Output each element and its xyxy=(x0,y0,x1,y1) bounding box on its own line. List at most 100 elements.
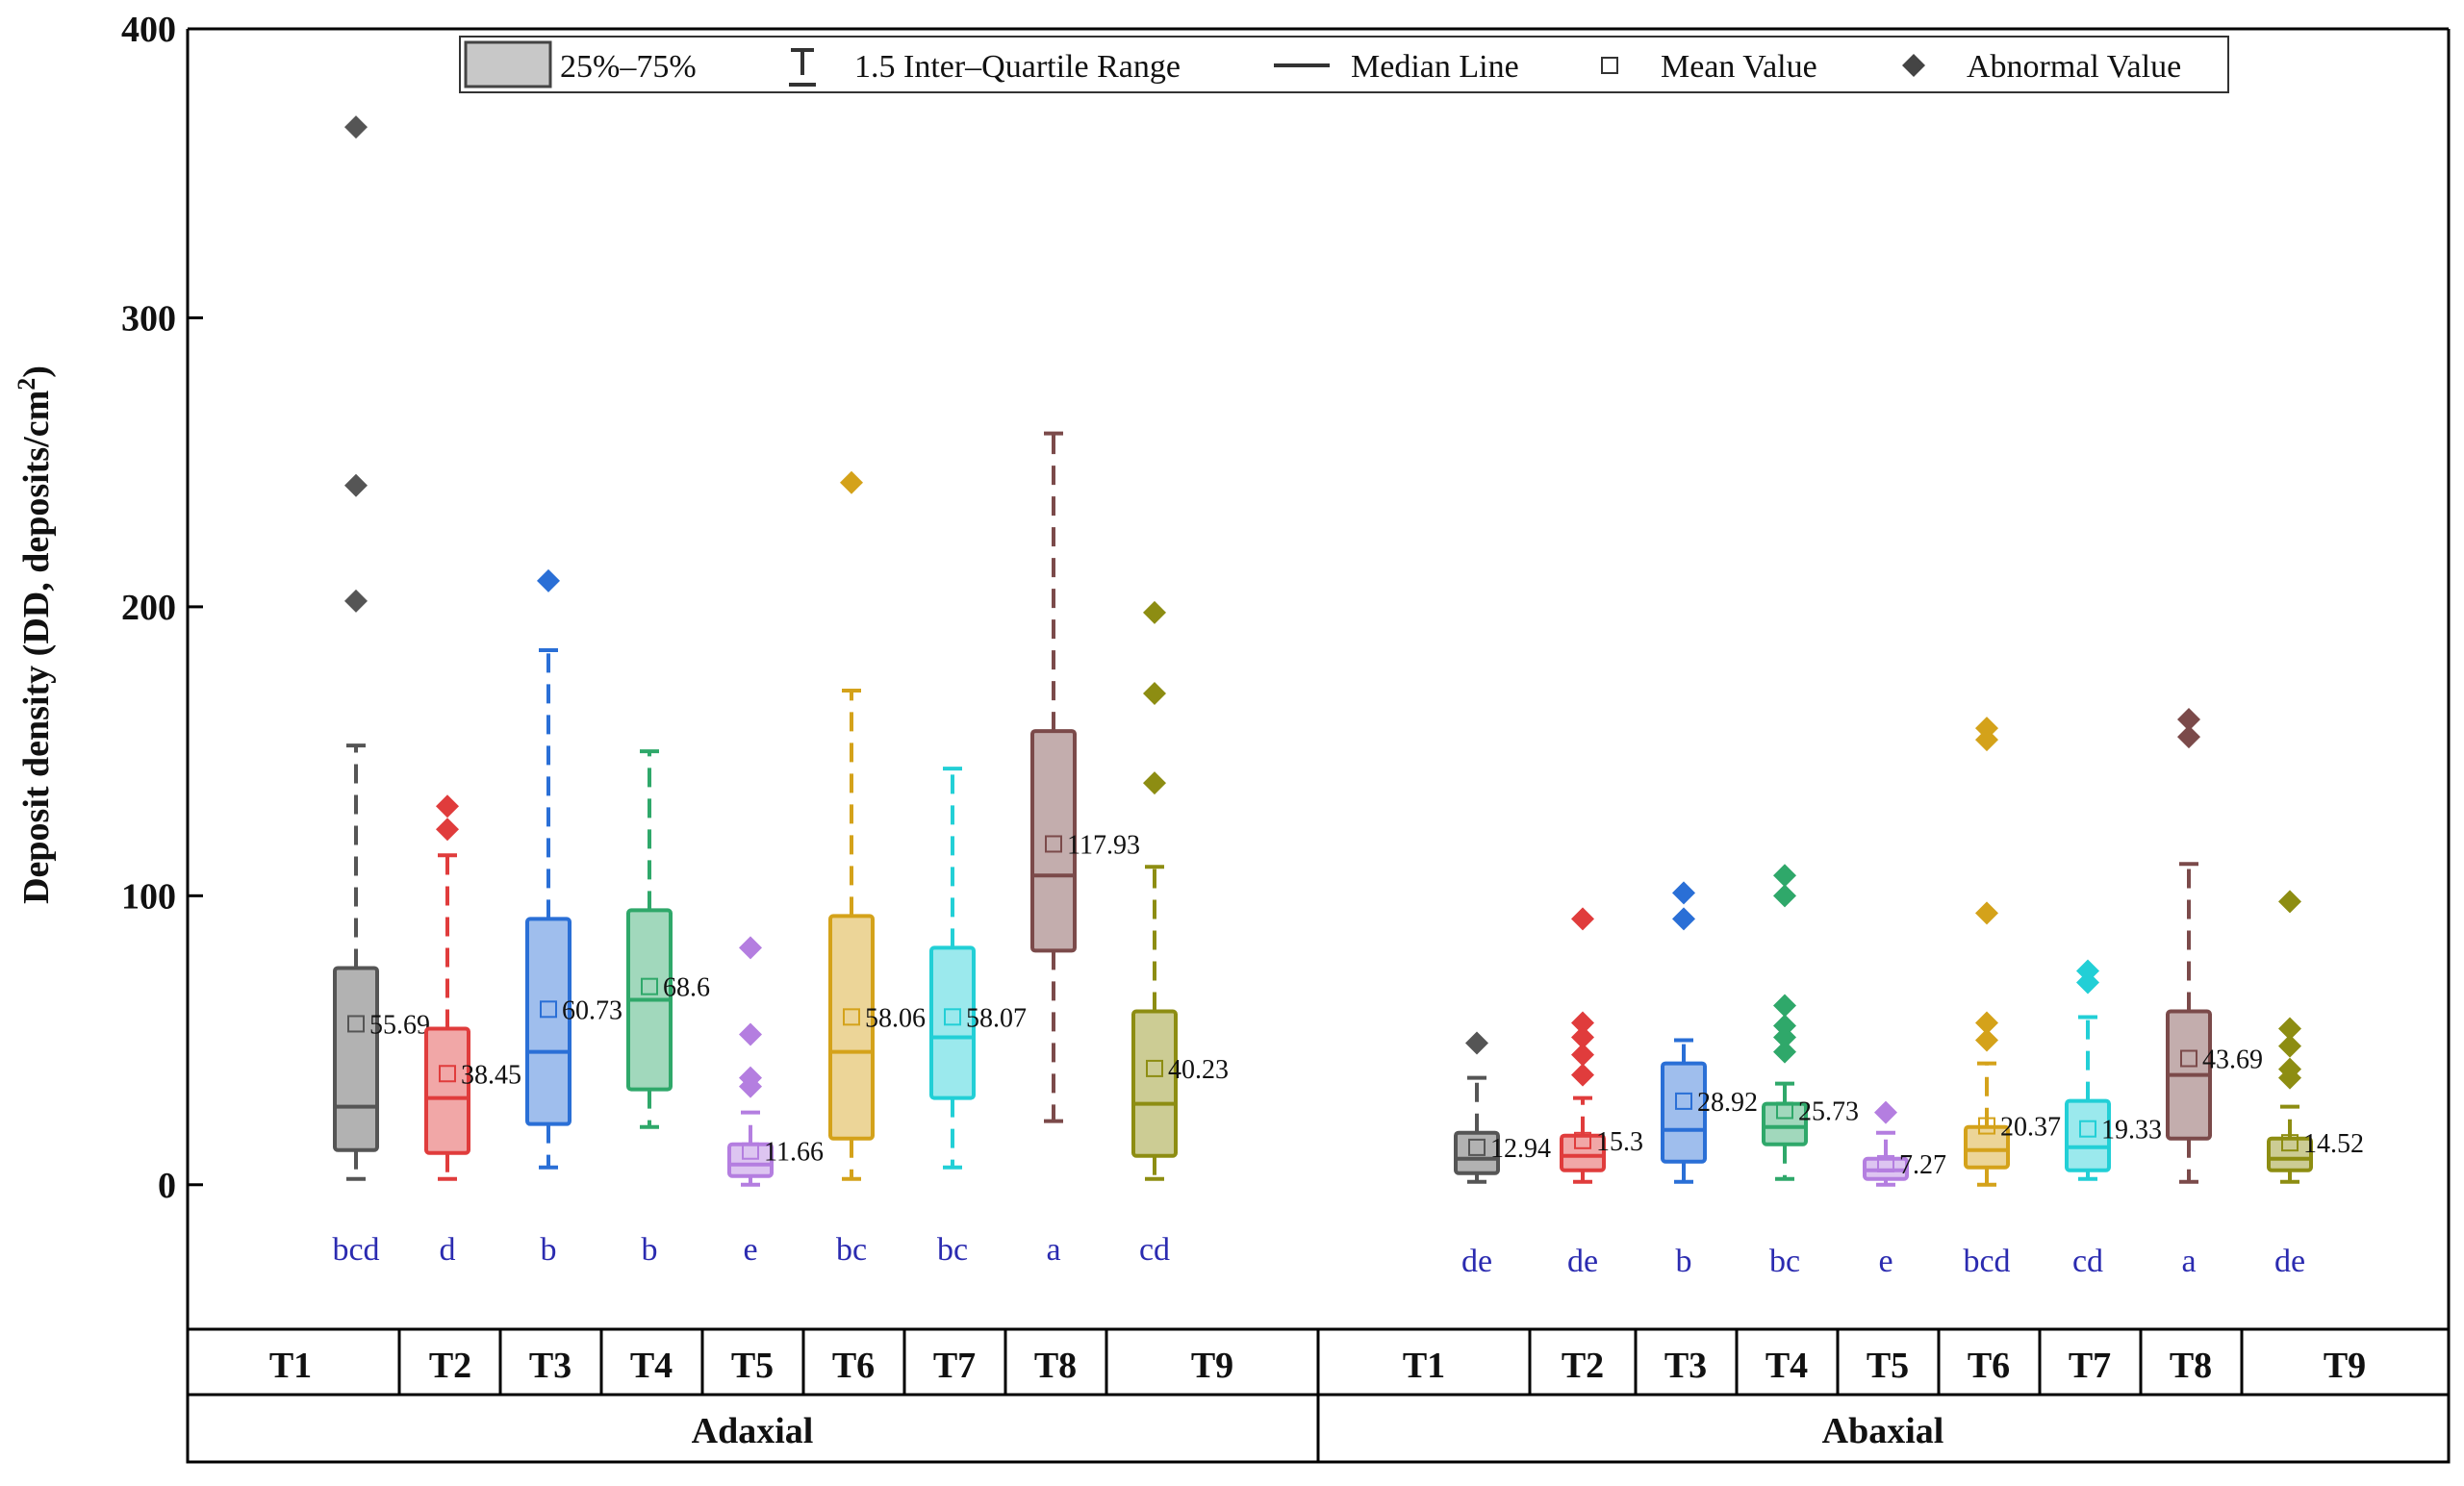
box-abaxial-t6 xyxy=(1964,1124,2010,1170)
legend: 25%–75% 1.5 Inter–Quartile Range Median … xyxy=(459,36,2229,93)
mean-label-abaxial-t5: 7.27 xyxy=(1899,1150,1946,1180)
significance-letter-adaxial-t1: bcd xyxy=(332,1232,379,1268)
mean-label-adaxial-t3: 60.73 xyxy=(562,995,622,1025)
outlier-abaxial-t1 xyxy=(1465,1031,1488,1055)
significance-letter-adaxial-t5: e xyxy=(743,1232,757,1268)
legend-frame xyxy=(459,36,2229,93)
legend-label-iqr: 1.5 Inter–Quartile Range xyxy=(854,49,1181,85)
outlier-abaxial-t6 xyxy=(1975,901,1998,925)
mean-label-adaxial-t1: 55.69 xyxy=(369,1010,430,1040)
group-label-abaxial-t1: T1 xyxy=(1403,1346,1445,1386)
legend-box-swatch xyxy=(464,40,552,88)
outlier-abaxial-t3 xyxy=(1672,907,1695,931)
outlier-abaxial-t4 xyxy=(1773,994,1796,1018)
outlier-abaxial-t2 xyxy=(1571,1011,1594,1035)
outlier-adaxial-t1 xyxy=(344,589,368,613)
box-adaxial-t1 xyxy=(333,966,379,1152)
significance-letter-adaxial-t7: bc xyxy=(937,1232,968,1268)
group-label-adaxial-t9: T9 xyxy=(1191,1346,1233,1386)
mean-label-adaxial-t4: 68.6 xyxy=(663,973,710,1003)
y-tick-label: 100 xyxy=(121,876,176,917)
legend-label-quartile: 25%–75% xyxy=(560,49,697,85)
box-adaxial-t7 xyxy=(929,945,976,1100)
mean-label-adaxial-t6: 58.06 xyxy=(865,1003,926,1033)
section-label-adaxial: Adaxial xyxy=(692,1411,814,1451)
outlier-adaxial-t9 xyxy=(1143,682,1166,706)
box-adaxial-t2 xyxy=(424,1026,470,1155)
outlier-abaxial-t2 xyxy=(1571,907,1594,931)
mean-label-adaxial-t8: 117.93 xyxy=(1067,830,1140,860)
group-label-abaxial-t7: T7 xyxy=(2069,1346,2111,1386)
outlier-abaxial-t2 xyxy=(1571,1063,1594,1087)
outlier-adaxial-t9 xyxy=(1143,771,1166,795)
outlier-abaxial-t9 xyxy=(2278,1034,2301,1058)
outlier-adaxial-t1 xyxy=(344,473,368,497)
significance-letter-abaxial-t9: de xyxy=(2274,1244,2305,1279)
group-label-adaxial-t2: T2 xyxy=(429,1346,471,1386)
outlier-abaxial-t8 xyxy=(2177,708,2200,732)
outlier-adaxial-t2 xyxy=(436,818,459,842)
significance-letter-abaxial-t3: b xyxy=(1676,1244,1692,1279)
mean-marker-abaxial-t1 xyxy=(1468,1138,1486,1156)
outlier-adaxial-t2 xyxy=(436,794,459,819)
box-abaxial-t2 xyxy=(1560,1133,1606,1172)
outlier-adaxial-t5 xyxy=(739,1022,762,1046)
box-abaxial-t9 xyxy=(2267,1136,2313,1172)
outlier-abaxial-t4 xyxy=(1773,1014,1796,1038)
y-tick-label: 400 xyxy=(121,10,176,50)
mean-label-abaxial-t4: 25.73 xyxy=(1798,1096,1859,1126)
box-adaxial-t3 xyxy=(525,917,572,1126)
significance-letter-abaxial-t2: de xyxy=(1567,1244,1598,1279)
outlier-abaxial-t4 xyxy=(1773,1025,1796,1049)
outlier-adaxial-t6 xyxy=(840,470,863,494)
box-abaxial-t3 xyxy=(1661,1061,1707,1164)
mean-marker-adaxial-t9 xyxy=(1146,1059,1163,1077)
mean-label-adaxial-t5: 11.66 xyxy=(764,1138,824,1168)
mean-label-abaxial-t2: 15.3 xyxy=(1596,1127,1643,1157)
group-label-adaxial-t7: T7 xyxy=(933,1346,976,1386)
legend-whisker-icon xyxy=(789,48,816,87)
outlier-abaxial-t9 xyxy=(2278,890,2301,914)
box-adaxial-t8 xyxy=(1030,729,1077,953)
mean-marker-abaxial-t6 xyxy=(1978,1117,1995,1135)
legend-label-outlier: Abnormal Value xyxy=(1967,49,2181,85)
outlier-adaxial-t1 xyxy=(344,115,368,139)
mean-label-adaxial-t7: 58.07 xyxy=(966,1003,1027,1033)
significance-letter-adaxial-t3: b xyxy=(541,1232,557,1268)
mean-marker-abaxial-t8 xyxy=(2180,1049,2197,1068)
outlier-abaxial-t6 xyxy=(1975,1028,1998,1052)
mean-label-abaxial-t3: 28.92 xyxy=(1697,1088,1758,1118)
significance-letter-abaxial-t7: cd xyxy=(2072,1244,2103,1279)
outlier-abaxial-t7 xyxy=(2076,959,2099,983)
group-label-adaxial-t5: T5 xyxy=(731,1346,774,1386)
significance-letter-abaxial-t6: bcd xyxy=(1963,1244,2010,1279)
outlier-abaxial-t2 xyxy=(1571,1043,1594,1067)
legend-label-median: Median Line xyxy=(1351,49,1519,85)
significance-letter-adaxial-t2: d xyxy=(440,1232,456,1268)
mean-marker-abaxial-t9 xyxy=(2281,1134,2299,1152)
box-abaxial-t1 xyxy=(1454,1130,1500,1175)
section-label-abaxial: Abaxial xyxy=(1822,1411,1944,1451)
box-adaxial-t9 xyxy=(1131,1009,1178,1158)
significance-letter-adaxial-t4: b xyxy=(642,1232,658,1268)
group-label-abaxial-t5: T5 xyxy=(1867,1346,1909,1386)
outlier-adaxial-t9 xyxy=(1143,600,1166,624)
mean-label-abaxial-t8: 43.69 xyxy=(2202,1045,2263,1075)
group-label-abaxial-t4: T4 xyxy=(1765,1346,1808,1386)
outlier-abaxial-t7 xyxy=(2076,970,2099,995)
mean-label-abaxial-t6: 20.37 xyxy=(2000,1113,2061,1143)
outlier-abaxial-t3 xyxy=(1672,881,1695,905)
outlier-abaxial-t9 xyxy=(2278,1017,2301,1041)
outlier-abaxial-t2 xyxy=(1571,1025,1594,1049)
outlier-abaxial-t8 xyxy=(2177,725,2200,749)
mean-label-adaxial-t2: 38.45 xyxy=(461,1060,521,1090)
y-tick-label: 300 xyxy=(121,298,176,339)
outlier-adaxial-t5 xyxy=(739,936,762,960)
legend-outlier-icon xyxy=(1902,54,1925,77)
significance-letter-adaxial-t6: bc xyxy=(836,1232,867,1268)
group-label-abaxial-t6: T6 xyxy=(1968,1346,2010,1386)
mean-marker-abaxial-t7 xyxy=(2079,1120,2096,1138)
significance-letter-abaxial-t4: bc xyxy=(1769,1244,1800,1279)
group-label-adaxial-t6: T6 xyxy=(832,1346,875,1386)
